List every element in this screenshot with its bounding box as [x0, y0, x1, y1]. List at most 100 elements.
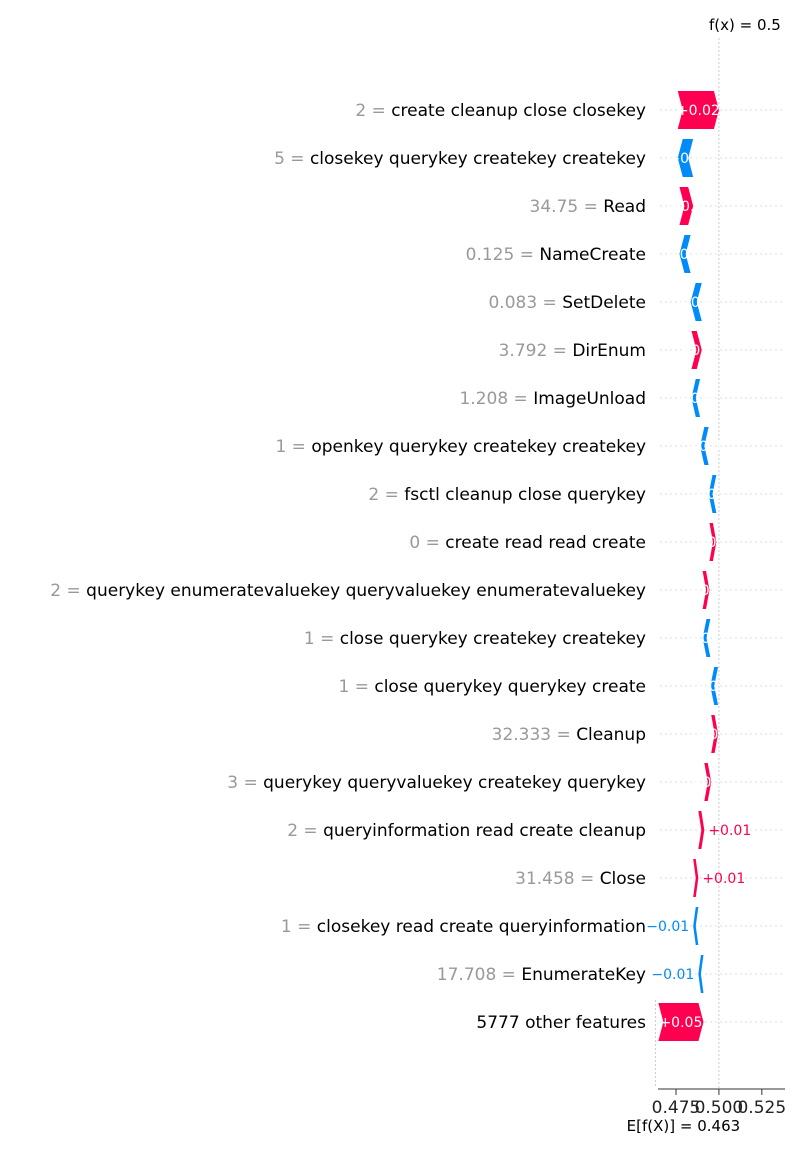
bar-value-label: −0.0	[689, 631, 723, 647]
reference-lines	[654, 38, 720, 1088]
bar-value-label: +0.01	[702, 871, 745, 887]
feature-name: create read read create	[445, 533, 646, 553]
x-tick-label: 0.525	[737, 1098, 786, 1118]
x-tick-label: 0.475	[652, 1098, 701, 1118]
bar-value-label: +0.0	[696, 535, 730, 551]
feature-label: 0.125 = NameCreate	[466, 245, 646, 265]
feature-value: 0 =	[409, 533, 445, 553]
feature-value: 1 =	[275, 437, 311, 457]
feature-label: 34.75 = Read	[530, 197, 646, 217]
feature-labels: 2 = create cleanup close closekey 5 = clo…	[50, 101, 646, 1033]
feature-name: NameCreate	[539, 245, 646, 265]
feature-label: 1 = close querykey querykey create	[338, 677, 646, 697]
contribution-bar	[679, 235, 691, 273]
contribution-bar	[658, 1003, 704, 1041]
x-tick-label: 0.500	[695, 1098, 744, 1118]
feature-label: 3 = querykey queryvaluekey createkey que…	[227, 773, 646, 793]
feature-value: 2 =	[287, 821, 323, 841]
contribution-bar	[690, 283, 702, 321]
feature-value: 2 =	[50, 581, 86, 601]
bar-value-label: +0.0	[691, 775, 725, 791]
contribution-bars: +0.02 −0.0 +0.0 −0.0 −0.0 +0.0 −0.0 −0.0 −0.0 +0.…	[646, 91, 751, 1041]
contribution-bar	[711, 715, 719, 753]
feature-name: querykey enumeratevaluekey queryvaluekey…	[86, 581, 646, 601]
bar-value-label: −0.01	[651, 967, 694, 983]
feature-label: 1 = close querykey createkey createkey	[304, 629, 646, 649]
feature-name: create cleanup close closekey	[391, 101, 646, 121]
contribution-bar	[708, 475, 717, 513]
bar-value-label: +0.01	[708, 823, 751, 839]
feature-name: closekey read create queryinformation	[317, 917, 646, 937]
contribution-bar	[710, 667, 719, 705]
feature-name: close querykey querykey create	[374, 677, 646, 697]
feature-name: querykey queryvaluekey createkey queryke…	[263, 773, 646, 793]
feature-name: DirEnum	[572, 341, 646, 361]
contribution-bar	[704, 763, 712, 801]
feature-value: 1 =	[338, 677, 374, 697]
bar-value-label: +0.0	[669, 199, 703, 215]
feature-label: 1 = closekey read create queryinformatio…	[281, 917, 646, 937]
contribution-bar	[702, 619, 711, 657]
feature-name: close querykey createkey createkey	[340, 629, 646, 649]
feature-value: 31.458 =	[515, 869, 600, 889]
contribution-bar	[693, 859, 699, 897]
contribution-bar	[702, 571, 710, 609]
feature-value: 0.125 =	[466, 245, 540, 265]
feature-label: 32.333 = Cleanup	[492, 725, 646, 745]
feature-label: 2 = querykey enumeratevaluekey queryvalu…	[50, 581, 646, 601]
feature-value: 34.75 =	[530, 197, 604, 217]
feature-label: 1 = openkey querykey createkey createkey	[275, 437, 646, 457]
feature-name: SetDelete	[562, 293, 646, 313]
feature-name: 5777 other features	[476, 1013, 646, 1033]
feature-label: 31.458 = Close	[515, 869, 646, 889]
feature-name: closekey querykey createkey createkey	[310, 149, 646, 169]
bar-value-label: −0.0	[668, 151, 702, 167]
feature-name: Close	[600, 869, 646, 889]
contribution-bar	[698, 955, 704, 993]
feature-value: 2 =	[355, 101, 391, 121]
feature-value: 3.792 =	[499, 341, 573, 361]
bar-value-label: −0.0	[687, 439, 721, 455]
efx-label: E[f(X)] = 0.463	[627, 1117, 741, 1135]
feature-value: 2 =	[368, 485, 404, 505]
contribution-bar	[677, 139, 694, 177]
feature-value: 0.083 =	[488, 293, 562, 313]
bar-value-label: −0.0	[679, 391, 713, 407]
feature-value: 17.708 =	[437, 965, 522, 985]
contribution-bar	[691, 331, 702, 369]
contribution-bar	[700, 427, 709, 465]
contribution-bar	[693, 907, 699, 945]
feature-label: 5777 other features	[476, 1013, 646, 1033]
feature-value: 1 =	[281, 917, 317, 937]
bar-value-label: +0.05	[659, 1015, 702, 1031]
feature-label: 2 = create cleanup close closekey	[355, 101, 646, 121]
feature-label: 17.708 = EnumerateKey	[437, 965, 646, 985]
bar-value-label: +0.02	[677, 103, 720, 119]
bar-value-label: +0.0	[698, 727, 732, 743]
feature-label: 3.792 = DirEnum	[499, 341, 646, 361]
feature-label: 0.083 = SetDelete	[488, 293, 646, 313]
feature-value: 5 =	[274, 149, 310, 169]
feature-name: fsctl cleanup close querykey	[404, 485, 646, 505]
bar-value-label: −0.0	[668, 247, 702, 263]
feature-value: 32.333 =	[492, 725, 577, 745]
feature-label: 5 = closekey querykey createkey createke…	[274, 149, 646, 169]
bar-value-label: +0.0	[680, 343, 714, 359]
feature-name: queryinformation read create cleanup	[323, 821, 646, 841]
contribution-bar	[679, 187, 694, 225]
bar-value-label: +0.0	[689, 583, 723, 599]
bar-value-label: −0.0	[695, 487, 729, 503]
contribution-bar	[691, 379, 701, 417]
fx-label: f(x) = 0.5	[709, 16, 781, 34]
contribution-bar	[677, 91, 719, 129]
feature-name: Cleanup	[576, 725, 646, 745]
feature-value: 1.208 =	[459, 389, 533, 409]
feature-label: 1.208 = ImageUnload	[459, 389, 646, 409]
feature-value: 1 =	[304, 629, 340, 649]
contribution-bar	[709, 523, 717, 561]
feature-label: 2 = fsctl cleanup close querykey	[368, 485, 646, 505]
contribution-bar	[698, 811, 705, 849]
feature-label: 0 = create read read create	[409, 533, 646, 553]
